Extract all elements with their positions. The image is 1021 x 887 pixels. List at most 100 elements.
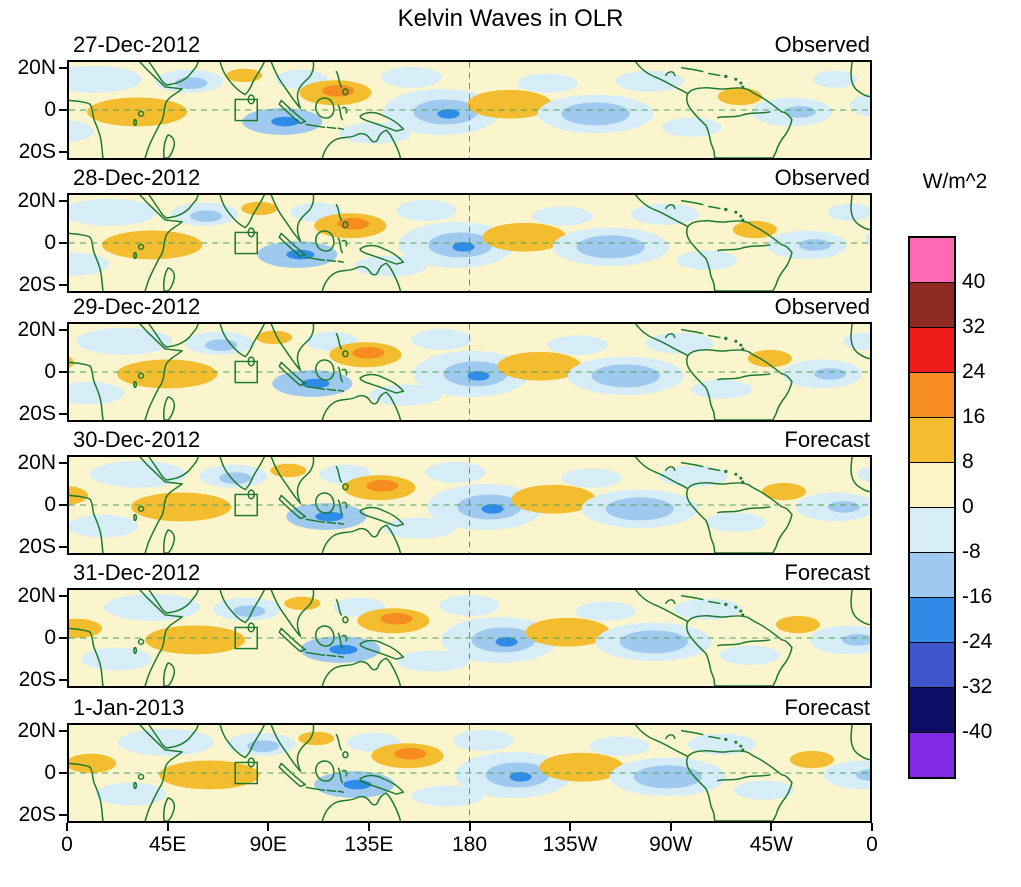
x-axis-tick-label: 45E — [148, 833, 187, 856]
y-axis-tick-label: 20S — [18, 140, 56, 163]
panel-date: 1-Jan-2013 — [73, 695, 185, 720]
colorbar-cell — [910, 643, 954, 688]
colorbar-cell — [910, 688, 954, 733]
colorbar-tick-label: 24 — [962, 360, 986, 383]
colorbar-cell — [910, 418, 954, 463]
x-axis-tick-mark — [66, 823, 68, 831]
colorbar-tick-label: 40 — [962, 270, 986, 293]
y-axis-tick-mark — [59, 284, 67, 286]
colorbar-cell — [910, 328, 954, 373]
panel-header: 31-Dec-2012 Forecast — [67, 560, 872, 586]
olr-anomaly-map — [69, 590, 870, 686]
olr-anomaly-map — [69, 195, 870, 291]
x-axis-tick-label: 90W — [649, 833, 693, 856]
map-panel — [67, 723, 872, 823]
colorbar — [908, 236, 956, 779]
y-axis-tick-label: 0 — [44, 360, 56, 383]
panel-source-label: Observed — [774, 165, 870, 190]
colorbar-tick-label: -16 — [962, 585, 993, 608]
y-axis-tick-label: 20S — [18, 402, 56, 425]
panel-source-label: Observed — [774, 32, 870, 57]
y-axis-tick-mark — [59, 242, 67, 244]
y-axis-tick-mark — [59, 200, 67, 202]
y-axis-tick-mark — [59, 67, 67, 69]
y-axis-tick-label: 20S — [18, 803, 56, 826]
y-axis-tick-label: 0 — [44, 231, 56, 254]
map-panel — [67, 455, 872, 555]
panel-source-label: Forecast — [784, 427, 870, 452]
y-axis-tick-mark — [59, 371, 67, 373]
y-axis-tick-label: 20N — [17, 56, 56, 79]
y-axis-tick-mark — [59, 329, 67, 331]
panel-date: 29-Dec-2012 — [73, 294, 201, 319]
x-axis-tick-label: 0 — [61, 833, 73, 856]
y-axis-tick-mark — [59, 504, 67, 506]
x-axis-tick-mark — [669, 823, 672, 831]
colorbar-cell — [910, 553, 954, 598]
x-axis-tick-mark — [166, 823, 169, 831]
x-axis-tick-label: 135E — [344, 833, 394, 856]
y-axis-tick-label: 20S — [18, 535, 56, 558]
y-axis-tick-mark — [59, 772, 67, 774]
x-axis-tick-mark — [569, 823, 572, 831]
colorbar-cell — [910, 463, 954, 508]
y-axis-tick-mark — [59, 637, 67, 639]
y-axis-tick-label: 20N — [17, 189, 56, 212]
x-axis-tick-label: 180 — [451, 833, 488, 856]
x-axis-tick-label: 90E — [249, 833, 287, 856]
y-axis-tick-label: 0 — [44, 98, 56, 121]
colorbar-cell — [910, 733, 954, 777]
x-axis-tick-mark — [267, 823, 270, 831]
panel-header: 27-Dec-2012 Observed — [67, 32, 872, 58]
panel-header: 1-Jan-2013 Forecast — [67, 695, 872, 721]
colorbar-cell — [910, 283, 954, 328]
panel-header: 30-Dec-2012 Forecast — [67, 427, 872, 453]
y-axis-tick-label: 0 — [44, 761, 56, 784]
panel-date: 30-Dec-2012 — [73, 427, 201, 452]
panel-source-label: Forecast — [784, 695, 870, 720]
colorbar-tick-label: 8 — [962, 450, 974, 473]
x-axis-tick-mark — [468, 823, 471, 831]
map-panel — [67, 322, 872, 422]
y-axis-tick-label: 20N — [17, 318, 56, 341]
x-axis-tick-mark — [367, 823, 370, 831]
panel-date: 27-Dec-2012 — [73, 32, 201, 57]
y-axis-tick-mark — [59, 814, 67, 816]
colorbar-tick-label: 32 — [962, 315, 986, 338]
panel-source-label: Observed — [774, 294, 870, 319]
olr-anomaly-map — [69, 62, 870, 158]
x-axis-tick-label: 135W — [542, 833, 598, 856]
colorbar-tick-label: -40 — [962, 720, 993, 743]
y-axis-tick-label: 20S — [18, 668, 56, 691]
y-axis-tick-mark — [59, 151, 67, 153]
y-axis-tick-mark — [59, 679, 67, 681]
x-axis-tick-label: 45W — [749, 833, 793, 856]
y-axis-tick-label: 0 — [44, 493, 56, 516]
y-axis-tick-mark — [59, 546, 67, 548]
y-axis-tick-mark — [59, 730, 67, 732]
map-panel — [67, 60, 872, 160]
panel-date: 31-Dec-2012 — [73, 560, 201, 585]
y-axis-tick-label: 20S — [18, 273, 56, 296]
map-panel — [67, 588, 872, 688]
panel-header: 28-Dec-2012 Observed — [67, 165, 872, 191]
olr-anomaly-map — [69, 725, 870, 821]
y-axis-tick-label: 20N — [17, 584, 56, 607]
colorbar-cell — [910, 508, 954, 553]
panel-header: 29-Dec-2012 Observed — [67, 294, 872, 320]
colorbar-units-label: W/m^2 — [922, 170, 988, 193]
y-axis-tick-mark — [59, 595, 67, 597]
colorbar-tick-label: 16 — [962, 405, 986, 428]
colorbar-tick-label: 0 — [962, 495, 974, 518]
map-panel — [67, 193, 872, 293]
y-axis-tick-label: 0 — [44, 626, 56, 649]
x-axis-tick-mark — [871, 823, 873, 831]
colorbar-tick-label: -8 — [962, 540, 981, 563]
x-axis-tick-mark — [770, 823, 773, 831]
olr-anomaly-map — [69, 324, 870, 420]
colorbar-tick-label: -24 — [962, 630, 993, 653]
colorbar-tick-label: -32 — [962, 675, 993, 698]
y-axis-tick-mark — [59, 109, 67, 111]
panel-date: 28-Dec-2012 — [73, 165, 201, 190]
